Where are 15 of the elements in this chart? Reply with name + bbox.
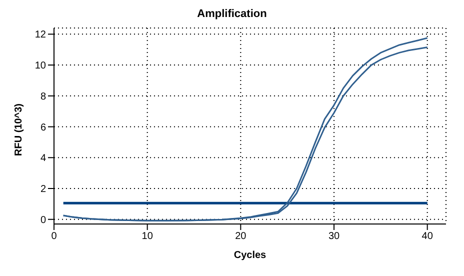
y-axis-title: RFU (10^3) — [14, 103, 25, 156]
y-tick-label: 4 — [40, 153, 46, 164]
x-tick-label: 0 — [51, 231, 58, 242]
chart-title: Amplification — [196, 8, 268, 22]
y-tick-label: 10 — [34, 60, 46, 72]
x-tick-label: 30 — [328, 231, 340, 242]
y-tick-label: 2 — [40, 184, 46, 196]
y-tick-label: 0 — [40, 214, 46, 226]
y-tick-label: 6 — [40, 122, 46, 134]
x-tick-label: 40 — [422, 231, 434, 242]
y-tick-label: 8 — [40, 91, 46, 102]
x-tick-label: 10 — [142, 231, 154, 242]
x-tick-label: 20 — [235, 231, 247, 242]
y-tick-label: 12 — [34, 30, 46, 41]
x-axis-title: Cycles — [234, 250, 267, 261]
